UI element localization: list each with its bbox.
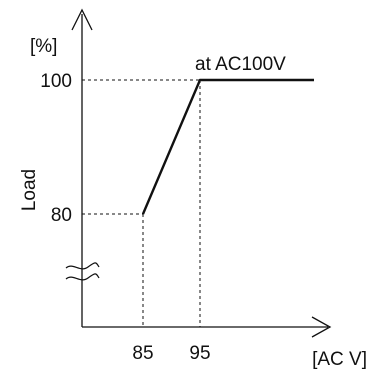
- load-curve: [141, 78, 314, 215]
- axis-break-mark-upper: [65, 262, 100, 270]
- y-tick-100: 100: [40, 71, 72, 92]
- axis-break-mark-lower: [65, 273, 100, 281]
- annotation-label: at AC100V: [195, 54, 286, 75]
- x-axis-label: [AC V]: [312, 349, 367, 370]
- y-unit-label: [%]: [30, 36, 57, 57]
- y-axis-label: Load: [19, 169, 40, 211]
- x-tick-85: 85: [132, 343, 153, 364]
- x-tick-95: 95: [189, 343, 210, 364]
- y-tick-80: 80: [51, 205, 72, 226]
- x-axis-arrow: [311, 316, 332, 338]
- y-axis-arrow: [71, 8, 93, 31]
